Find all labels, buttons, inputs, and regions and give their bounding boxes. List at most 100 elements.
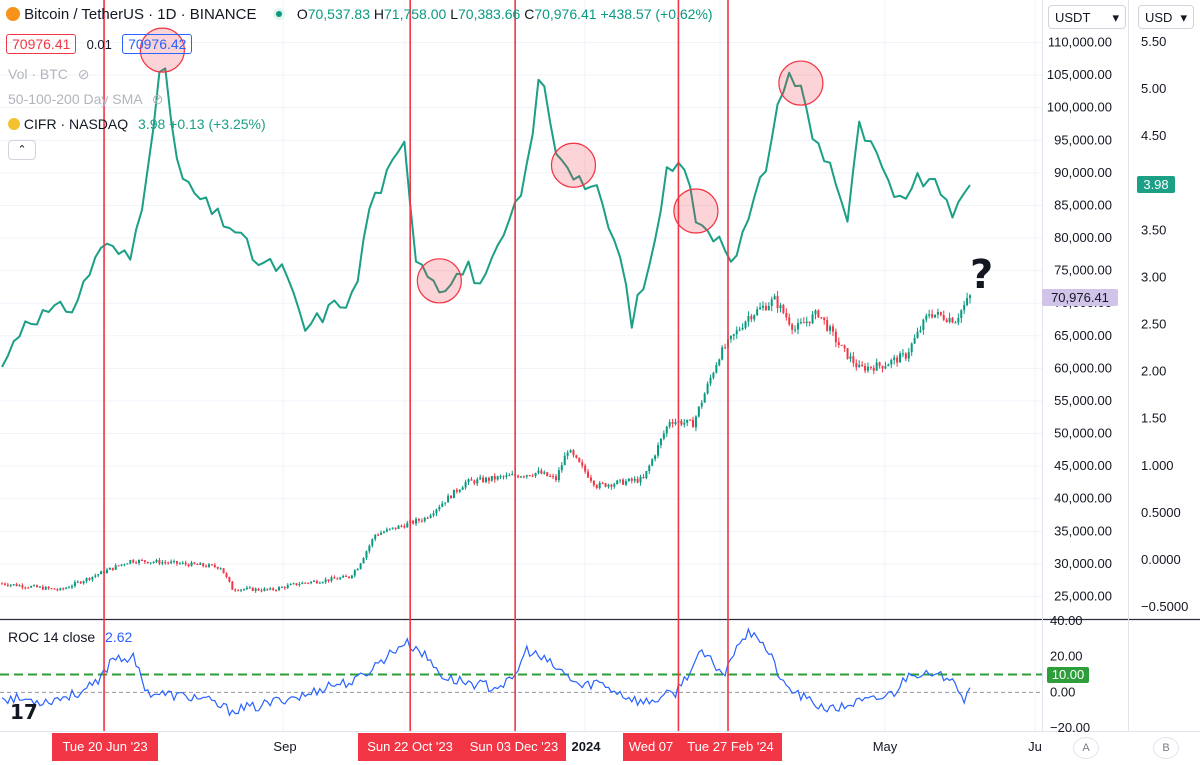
btc-candle-body <box>240 589 243 591</box>
btc-candle-body <box>289 584 292 586</box>
btc-candle-body <box>464 482 467 488</box>
sell-price-box[interactable]: 70976.41 <box>6 34 77 54</box>
btc-candle-body <box>715 365 718 373</box>
spread-value: 0.01 <box>86 37 112 52</box>
btc-candle-body <box>135 562 138 564</box>
btc-candle-body <box>397 525 400 529</box>
btc-candle-body <box>417 519 420 521</box>
btc-candle-body <box>345 575 348 577</box>
btc-candle-body <box>823 317 826 321</box>
btc-candle-body <box>662 433 665 439</box>
btc-candle-body <box>572 450 575 456</box>
btc-candle-body <box>864 365 867 371</box>
btc-candle-body <box>374 534 377 540</box>
btc-candle-body <box>729 335 732 340</box>
left-axis-tick: 50,000.00 <box>1054 426 1112 441</box>
btc-candle-body <box>243 589 245 591</box>
btc-candle-body <box>479 477 482 480</box>
btc-candle-body <box>963 305 966 311</box>
roc-label: ROC 14 close <box>8 629 96 645</box>
peak-highlight-circle <box>673 188 719 234</box>
btc-candle-body <box>50 588 53 590</box>
cifr-legend[interactable]: CIFR · NASDAQ 3.98 +0.13 (+3.25%) <box>8 116 266 132</box>
btc-candle-body <box>657 445 660 456</box>
right-axis-tick: 1.000 <box>1141 458 1174 473</box>
btc-candle-body <box>216 566 219 569</box>
right-scale-button[interactable]: B <box>1153 737 1179 759</box>
btc-candle-body <box>123 564 126 566</box>
btc-candle-body <box>910 343 913 353</box>
btc-candle-body <box>237 590 240 592</box>
eye-hidden-icon[interactable]: ⊘ <box>77 66 90 82</box>
btc-candle-body <box>899 353 902 363</box>
btc-candle-body <box>753 315 756 320</box>
btc-candle-body <box>1 583 3 585</box>
btc-candle-body <box>251 587 254 591</box>
right-currency-select[interactable]: USD ▾ <box>1138 5 1194 29</box>
btc-candle-body <box>105 569 108 574</box>
volume-legend[interactable]: Vol · BTC ⊘ <box>8 66 90 83</box>
btc-candle-body <box>764 305 767 311</box>
roc-pane <box>0 627 1042 717</box>
volume-label: Vol · BTC <box>8 66 68 82</box>
btc-candle-body <box>473 480 476 484</box>
btc-candle-body <box>423 517 426 521</box>
symbol-legend: Bitcoin / TetherUS · 1D · BINANCE O70,53… <box>6 6 713 23</box>
btc-candle-body <box>91 576 94 580</box>
btc-candle-body <box>552 476 555 478</box>
btc-candle-body <box>330 577 333 581</box>
btc-candle-body <box>872 367 875 371</box>
btc-candle-body <box>595 485 598 488</box>
btc-candle-body <box>540 470 543 474</box>
btc-candle-body <box>100 571 103 575</box>
btc-candle-body <box>589 477 592 481</box>
btc-candle-body <box>213 564 216 567</box>
buy-price-box[interactable]: 70976.42 <box>122 34 193 54</box>
btc-candle-body <box>659 438 662 446</box>
low-value: 70,383.66 <box>458 6 521 22</box>
eye-hidden-icon[interactable]: ⊘ <box>151 91 164 107</box>
btc-candle-body <box>919 329 922 332</box>
btc-candle-body <box>738 329 741 331</box>
btc-candle-body <box>668 422 671 427</box>
btc-candle-body <box>254 588 257 591</box>
btc-candle-body <box>73 582 76 586</box>
auto-scale-button[interactable]: A <box>1073 737 1099 759</box>
btc-candle-body <box>432 513 435 516</box>
btc-candle-body <box>525 475 528 477</box>
btc-candle-body <box>257 588 260 591</box>
open-value: 70,537.83 <box>307 6 370 22</box>
btc-candle-body <box>878 362 881 366</box>
btc-candle-body <box>126 563 129 565</box>
btc-candle-body <box>353 570 356 576</box>
time-axis-label: Sep <box>273 739 296 754</box>
cifr-logo-icon <box>8 118 20 130</box>
btc-candle-body <box>310 581 313 584</box>
tradingview-logo-icon[interactable]: 17 <box>10 700 38 724</box>
currency-select[interactable]: USDT ▾ <box>1048 5 1126 29</box>
btc-candle-body <box>490 475 493 481</box>
sma-legend[interactable]: 50-100-200 Day SMA ⊘ <box>8 91 163 108</box>
btc-candle-body <box>426 517 429 519</box>
left-axis-tick: 75,000.00 <box>1054 263 1112 278</box>
marker-date-badge <box>358 733 462 761</box>
btc-candle-body <box>831 326 834 332</box>
btc-candle-body <box>3 583 6 585</box>
btc-candle-body <box>680 420 683 425</box>
close-value: 70,976.41 <box>534 6 597 22</box>
btc-candle-body <box>820 317 823 319</box>
btc-candle-body <box>450 495 453 499</box>
btc-candle-body <box>62 588 65 590</box>
collapse-legend-button[interactable]: ⌃ <box>8 140 36 160</box>
marker-date-label: Sun 03 Dec '23 <box>470 739 559 754</box>
btc-candle-body <box>143 560 146 562</box>
roc-legend[interactable]: ROC 14 close 2.62 <box>8 629 132 645</box>
right-axis-tick: 0.0000 <box>1141 552 1181 567</box>
btc-candle-body <box>732 334 735 336</box>
btc-candle-body <box>173 561 176 563</box>
btc-candle-body <box>461 487 464 490</box>
btc-candle-body <box>750 316 753 320</box>
cifr-change: +0.13 (+3.25%) <box>169 116 266 132</box>
btc-candle-body <box>689 419 692 421</box>
